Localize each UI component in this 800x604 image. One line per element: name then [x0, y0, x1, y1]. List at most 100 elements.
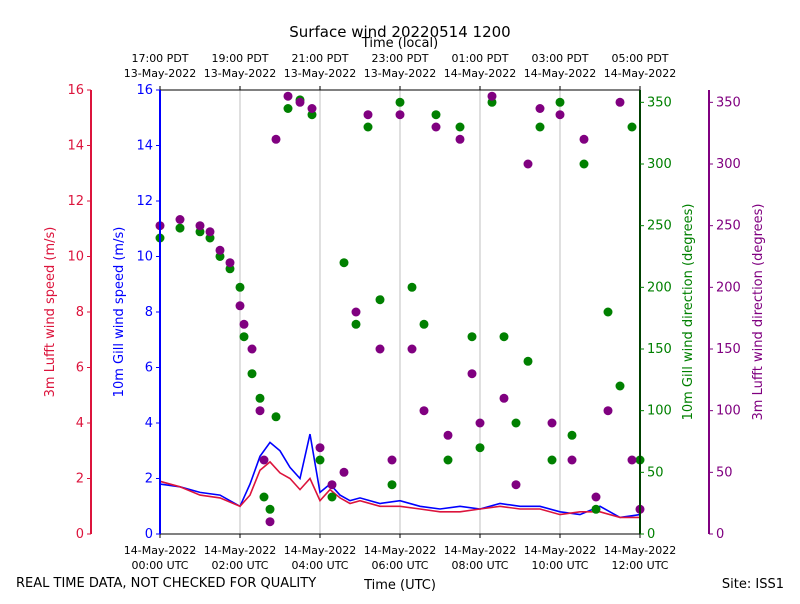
lufft_speed-tick-label: 2 — [76, 472, 84, 487]
series-point-lufft_dir — [247, 344, 257, 354]
series-point-gill_dir — [375, 295, 385, 305]
series-point-gill_dir — [555, 97, 565, 107]
series-point-lufft_dir — [431, 122, 441, 132]
series-point-gill_dir — [443, 455, 453, 465]
top-tick-label-date: 13-May-2022 — [284, 67, 356, 80]
series-point-lufft_dir — [363, 110, 373, 120]
series-point-gill_dir — [339, 258, 349, 268]
series-point-lufft_dir — [555, 110, 565, 120]
series-point-lufft_dir — [387, 455, 397, 465]
series-point-gill_dir — [475, 443, 485, 453]
series-point-lufft_dir — [239, 319, 249, 329]
series-point-lufft_dir — [547, 418, 557, 428]
x-tick-label-time: 06:00 UTC — [371, 559, 428, 572]
series-point-gill_dir — [387, 480, 397, 490]
series-point-gill_dir — [235, 282, 245, 292]
series-point-lufft_dir — [395, 110, 405, 120]
x-tick-label-time: 10:00 UTC — [531, 559, 588, 572]
series-point-lufft_dir — [295, 97, 305, 107]
series-point-lufft_dir — [523, 159, 533, 169]
series-point-gill_dir — [419, 319, 429, 329]
lufft-dir-axis-label: 3m Lufft wind direction (degrees) — [751, 204, 766, 421]
footer-disclaimer: REAL TIME DATA, NOT CHECKED FOR QUALITY — [16, 576, 316, 591]
series-point-gill_dir — [175, 223, 185, 233]
x-tick-label-time: 12:00 UTC — [611, 559, 668, 572]
lufft_dir-tick-label: 50 — [716, 465, 733, 480]
series-point-gill_dir — [407, 282, 417, 292]
top-tick-label-time: 17:00 PDT — [131, 52, 188, 65]
lufft_dir-tick-label: 350 — [716, 95, 741, 110]
x-tick-label-date: 14-May-2022 — [364, 544, 436, 557]
series-point-gill_dir — [603, 307, 613, 317]
series-point-gill_dir — [363, 122, 373, 132]
series-point-gill_dir — [535, 122, 545, 132]
series-point-lufft_dir — [315, 443, 325, 453]
series-point-gill_dir — [511, 418, 521, 428]
series-point-lufft_dir — [535, 104, 545, 113]
series-point-gill_dir — [579, 159, 589, 169]
lufft_speed-tick-label: 8 — [76, 305, 84, 320]
data-layer — [155, 91, 645, 527]
x-tick-label-time: 04:00 UTC — [291, 559, 348, 572]
x-tick-label-date: 14-May-2022 — [204, 544, 276, 557]
series-point-lufft_dir — [487, 91, 497, 101]
series-point-lufft_dir — [511, 480, 521, 490]
top-tick-label-date: 14-May-2022 — [604, 67, 676, 80]
lufft_speed-tick-label: 14 — [67, 139, 84, 154]
series-point-gill_dir — [283, 104, 293, 113]
series-point-gill_dir — [239, 332, 249, 342]
series-point-gill_dir — [215, 252, 225, 261]
gill_dir-tick-label: 250 — [647, 219, 672, 234]
series-point-lufft_dir — [327, 480, 337, 490]
series-point-lufft_dir — [195, 221, 205, 231]
series-point-lufft_dir — [467, 369, 477, 379]
series-point-gill_dir — [615, 381, 625, 391]
series-point-gill_dir — [567, 430, 577, 440]
series-point-lufft_dir — [235, 301, 245, 311]
gill_speed-tick-label: 0 — [145, 527, 153, 542]
lufft_speed-tick-label: 16 — [67, 83, 84, 98]
footer-site: Site: ISS1 — [722, 577, 784, 592]
series-point-gill_dir — [307, 110, 317, 120]
top-tick-label-date: 14-May-2022 — [524, 67, 596, 80]
gill_speed-tick-label: 2 — [145, 472, 153, 487]
series-point-gill_dir — [627, 122, 637, 132]
series-point-gill_dir — [315, 455, 325, 465]
series-point-lufft_dir — [499, 393, 509, 403]
top-tick-label-time: 23:00 PDT — [371, 52, 428, 65]
series-point-gill_dir — [205, 233, 215, 243]
gill_speed-tick-label: 14 — [136, 139, 153, 154]
series-point-lufft_dir — [271, 134, 281, 144]
lufft_speed-tick-label: 0 — [76, 527, 84, 542]
top-tick-label-date: 14-May-2022 — [444, 67, 516, 80]
gill_speed-tick-label: 16 — [136, 83, 153, 98]
top-tick-label-time: 01:00 PDT — [451, 52, 508, 65]
series-point-gill_dir — [255, 393, 265, 403]
top-tick-label-date: 13-May-2022 — [364, 67, 436, 80]
gill_speed-tick-label: 10 — [136, 250, 153, 265]
series-point-lufft_dir — [215, 245, 225, 255]
x-tick-label-date: 14-May-2022 — [524, 544, 596, 557]
lufft_dir-tick-label: 150 — [716, 342, 741, 357]
series-point-lufft_dir — [603, 406, 613, 416]
lufft-speed-axis-label: 3m Lufft wind speed (m/s) — [43, 227, 58, 398]
top-tick-label-time: 03:00 PDT — [531, 52, 588, 65]
series-point-gill_dir — [523, 356, 533, 366]
series-point-gill_dir — [455, 122, 465, 132]
series-point-lufft_dir — [627, 455, 637, 465]
series-point-lufft_dir — [579, 134, 589, 144]
gill_dir-tick-label: 200 — [647, 280, 672, 295]
x-axis-label: Time (UTC) — [363, 578, 436, 593]
lufft_dir-tick-label: 200 — [716, 280, 741, 295]
x-tick-label-time: 02:00 UTC — [211, 559, 268, 572]
series-point-lufft_dir — [419, 406, 429, 416]
series-point-gill_dir — [271, 412, 281, 422]
series-point-lufft_dir — [351, 307, 361, 317]
series-point-gill_dir — [591, 504, 601, 514]
x-tick-label-time: 08:00 UTC — [451, 559, 508, 572]
series-point-lufft_dir — [591, 492, 601, 502]
series-point-lufft_dir — [225, 258, 235, 268]
chart-title: Surface wind 20220514 1200 — [289, 23, 510, 41]
series-point-gill_dir — [431, 110, 441, 120]
